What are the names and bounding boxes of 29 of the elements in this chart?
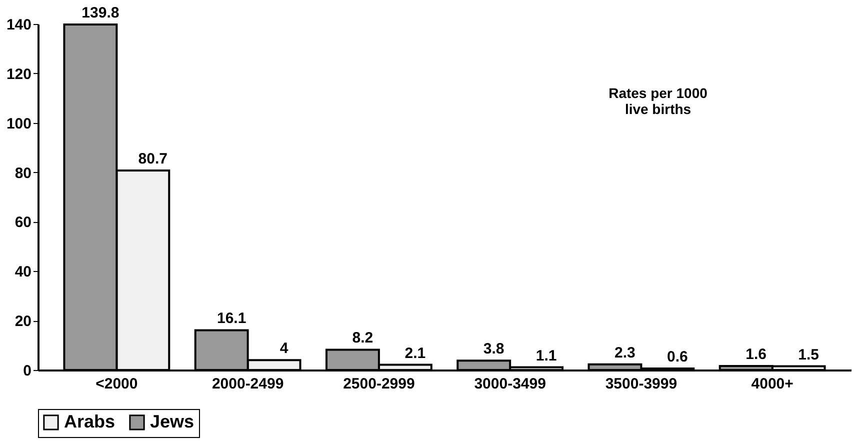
legend-label: Arabs (64, 411, 116, 432)
annotation: Rates per 1000 live births (608, 85, 708, 117)
y-tick-label: 80 (14, 164, 32, 182)
x-tick-label: <2000 (96, 376, 138, 392)
x-tick-label: 4000+ (751, 376, 794, 392)
x-tick-label: 2500-2999 (343, 376, 415, 392)
data-label: 1.6 (746, 346, 767, 364)
data-label: 8.2 (352, 330, 374, 347)
x-tick-label: 3000-3499 (474, 376, 546, 392)
x-tick-label: 3500-3999 (605, 376, 678, 392)
y-tick-label: 140 (6, 16, 32, 34)
data-label: 139.8 (82, 4, 120, 22)
data-label: 16.1 (216, 310, 246, 328)
y-tick-label: 100 (6, 115, 32, 132)
data-label: 3.8 (483, 340, 504, 358)
x-tick-label: 2000-2499 (212, 376, 284, 392)
y-tick-label: 120 (6, 66, 32, 83)
data-label: 2.1 (404, 344, 426, 362)
data-label: 1.5 (798, 346, 819, 364)
legend-label: Jews (150, 411, 194, 432)
data-label: 80.7 (138, 150, 168, 168)
y-tick-label: 20 (14, 313, 32, 330)
y-tick-label: 60 (14, 214, 32, 232)
data-label: 1.1 (536, 347, 557, 364)
data-label: 2.3 (614, 344, 636, 362)
y-tick-label: 40 (14, 264, 32, 281)
y-tick-label: 0 (23, 362, 32, 380)
data-label: 0.6 (666, 348, 688, 366)
data-label: 4 (280, 340, 289, 358)
